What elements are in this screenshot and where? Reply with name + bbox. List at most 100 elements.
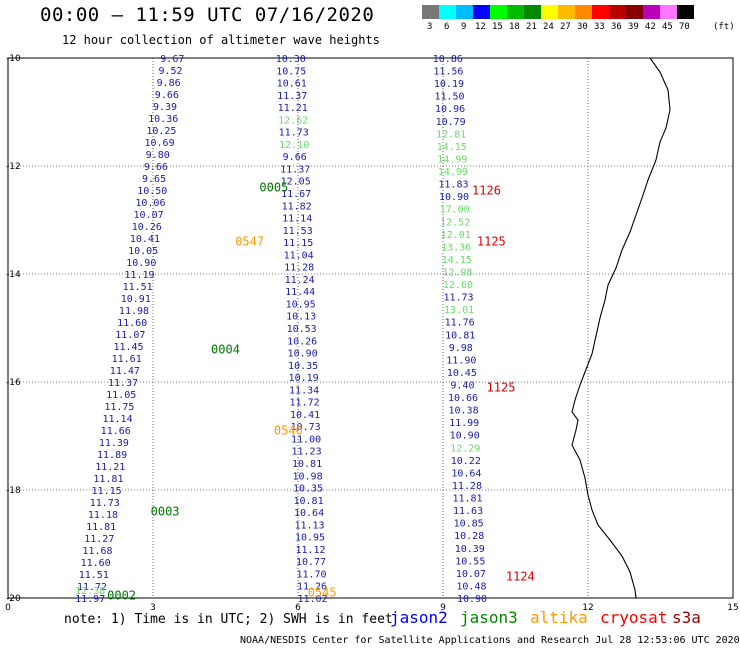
swh-value: 11.75 xyxy=(104,402,134,413)
color-scale-label: 21 xyxy=(526,22,537,32)
swh-value: 10.50 xyxy=(137,186,167,197)
x-tick-label: 3 xyxy=(150,603,156,613)
x-tick-label: 0 xyxy=(5,603,11,613)
swh-value: 11.53 xyxy=(283,226,313,237)
color-swatch xyxy=(456,5,473,19)
swh-value: 12.98 xyxy=(442,267,472,278)
chart-title: 00:00 – 11:59 UTC 07/16/2020 xyxy=(40,4,375,26)
swh-value: 11.34 xyxy=(289,385,319,396)
swh-value: 11.13 xyxy=(294,520,324,531)
swh-value: 11.21 xyxy=(95,462,125,473)
legend-item-jason3: jason3 xyxy=(460,608,518,627)
swh-value: 9.66 xyxy=(283,152,307,163)
color-swatch xyxy=(626,5,643,19)
swh-value: 9.40 xyxy=(450,381,474,392)
swh-value: 11.68 xyxy=(82,546,112,557)
swh-value: 11.19 xyxy=(124,270,154,281)
color-scale-label: 15 xyxy=(492,22,503,32)
swh-value: 11.72 xyxy=(290,398,320,409)
swh-value: 11.18 xyxy=(88,510,118,521)
swh-value: 10.41 xyxy=(290,410,320,421)
swh-value: 10.90 xyxy=(126,258,156,269)
color-swatch xyxy=(592,5,609,19)
swh-value: 12.81 xyxy=(436,129,466,140)
swh-value: 10.81 xyxy=(445,330,475,341)
swh-value: 9.66 xyxy=(144,162,168,173)
chart-subtitle: 12 hour collection of altimeter wave hei… xyxy=(62,33,380,47)
color-scale-bar xyxy=(422,5,694,19)
x-tick-label: 12 xyxy=(582,603,593,613)
swh-value: 10.39 xyxy=(455,544,485,555)
swh-value: 10.13 xyxy=(286,312,316,323)
swh-value: 10.95 xyxy=(295,533,325,544)
swh-value: 10.26 xyxy=(287,336,317,347)
swh-value: 11.73 xyxy=(443,293,473,304)
color-swatch xyxy=(575,5,592,19)
color-swatch xyxy=(422,5,439,19)
swh-value: 10.05 xyxy=(128,246,158,257)
color-swatch xyxy=(609,5,626,19)
swh-value: 10.38 xyxy=(449,406,479,417)
swh-value: 14.99 xyxy=(438,167,468,178)
swh-value: 10.35 xyxy=(293,484,323,495)
swh-value: 11.66 xyxy=(101,426,131,437)
swh-value: 11.00 xyxy=(291,434,321,445)
color-scale-label: 3 xyxy=(427,22,433,32)
swh-value: 10.61 xyxy=(277,79,307,90)
swh-value: 10.45 xyxy=(447,368,477,379)
swh-value: 11.97 xyxy=(75,594,105,605)
color-scale-label: 27 xyxy=(560,22,571,32)
swh-value: 10.96 xyxy=(435,104,465,115)
swh-value: 12.52 xyxy=(440,217,470,228)
swh-value: 11.27 xyxy=(84,534,114,545)
swh-value: 11.12 xyxy=(295,545,325,556)
swh-value: 10.55 xyxy=(455,556,485,567)
swh-value: 10.90 xyxy=(439,192,469,203)
swh-value: 10.25 xyxy=(146,126,176,137)
swh-value: 10.06 xyxy=(135,198,165,209)
swh-value: 11.15 xyxy=(92,486,122,497)
swh-value: 10.85 xyxy=(454,519,484,530)
swh-value: 11.81 xyxy=(93,474,123,485)
swh-value: 10.90 xyxy=(450,431,480,442)
swh-value: 11.05 xyxy=(106,390,136,401)
swh-value: 11.44 xyxy=(285,287,315,298)
time-label: 1125 xyxy=(487,380,516,394)
swh-value: 11.07 xyxy=(115,330,145,341)
swh-value: 11.37 xyxy=(280,164,310,175)
swh-value: 12.01 xyxy=(441,230,471,241)
swh-value: 11.73 xyxy=(279,128,309,139)
y-tick-label: -12 xyxy=(6,162,21,172)
time-label: 0545 xyxy=(308,586,337,600)
swh-value: 10.41 xyxy=(130,234,160,245)
color-scale-label: 24 xyxy=(543,22,554,32)
swh-value: 9.66 xyxy=(155,90,179,101)
swh-value: 14.99 xyxy=(437,154,467,165)
swh-value: 11.99 xyxy=(449,418,479,429)
swh-value: 11.70 xyxy=(296,569,326,580)
swh-value: 11.28 xyxy=(452,481,482,492)
time-label: 1124 xyxy=(506,569,535,583)
color-swatch xyxy=(677,5,694,19)
swh-value: 11.61 xyxy=(112,354,142,365)
swh-value: 10.19 xyxy=(289,373,319,384)
swh-value: 11.72 xyxy=(77,582,107,593)
swh-value: 10.86 xyxy=(433,54,463,65)
legend-item-jason2: jason2 xyxy=(390,608,448,627)
swh-value: 10.73 xyxy=(291,422,321,433)
swh-value: 10.53 xyxy=(287,324,317,335)
swh-value: 10.90 xyxy=(288,349,318,360)
color-scale-label: 39 xyxy=(628,22,639,32)
color-scale-label: 33 xyxy=(594,22,605,32)
swh-value: 11.90 xyxy=(446,355,476,366)
swh-value: 11.45 xyxy=(113,342,143,353)
swh-value: 10.66 xyxy=(448,393,478,404)
swh-value: 11.82 xyxy=(282,201,312,212)
swh-value: 14.15 xyxy=(442,255,472,266)
swh-value: 10.19 xyxy=(434,79,464,90)
legend-item-cryosat: cryosat xyxy=(600,608,668,627)
color-scale-label: 70 xyxy=(679,22,690,32)
swh-value: 11.51 xyxy=(123,282,153,293)
x-tick-label: 6 xyxy=(295,603,301,613)
